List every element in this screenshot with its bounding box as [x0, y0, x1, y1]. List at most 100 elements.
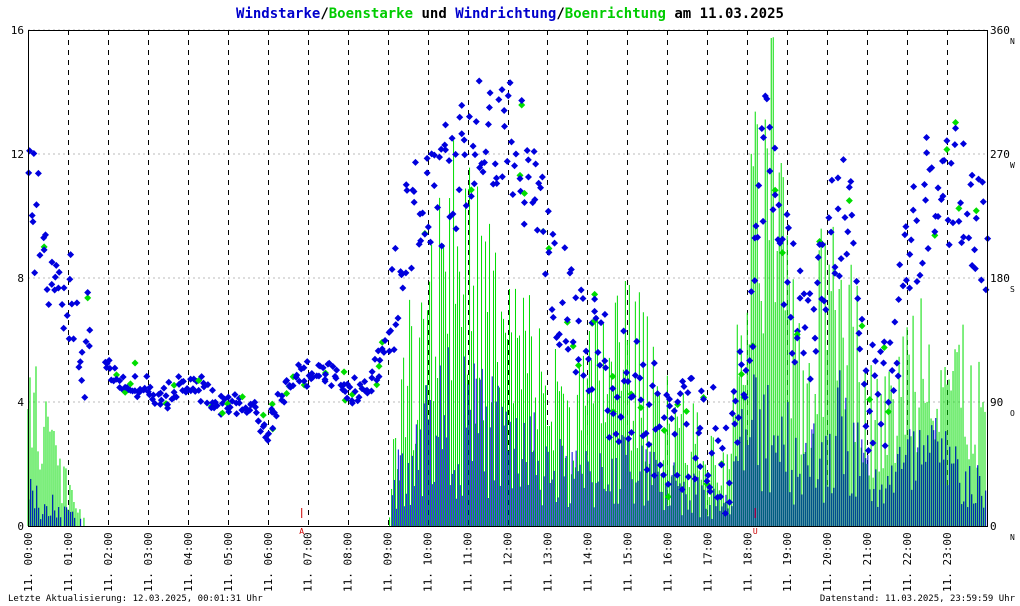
wind-direction-point — [106, 364, 114, 372]
wind-direction-point — [666, 402, 674, 410]
wind-direction-point — [706, 487, 714, 495]
wind-direction-point — [920, 180, 928, 188]
wind-direction-point — [700, 395, 708, 403]
wind-direction-point — [673, 471, 681, 479]
wind-direction-point — [45, 301, 53, 309]
wind-direction-point — [423, 169, 431, 177]
wind-direction-point — [880, 359, 888, 367]
wind-direction-point — [116, 377, 124, 385]
wind-direction-point — [498, 86, 506, 94]
wind-direction-point — [679, 377, 687, 385]
wind-direction-point — [696, 463, 704, 471]
wind-direction-point — [78, 376, 86, 384]
gust-direction-point — [170, 381, 178, 389]
wind-direction-point — [460, 136, 468, 144]
wind-direction-point — [532, 160, 540, 168]
wind-direction-point — [730, 387, 738, 395]
wind-direction-point — [749, 343, 757, 351]
wind-direction-point — [516, 175, 524, 183]
wind-direction-point — [965, 234, 973, 242]
wind-direction-point — [612, 430, 620, 438]
title-part-3: und — [413, 6, 455, 22]
wind-direction-point — [943, 137, 951, 145]
wind-direction-point — [524, 156, 532, 164]
x-tick-label: 11. 00:00 — [22, 532, 35, 592]
wind-direction-point — [866, 407, 874, 415]
wind-direction-point — [951, 141, 959, 149]
compass-label: W — [1010, 161, 1015, 170]
wind-direction-point — [455, 186, 463, 194]
gust-direction-point — [771, 186, 779, 194]
wind-direction-point — [30, 150, 38, 158]
wind-direction-point — [67, 251, 75, 259]
wind-direction-point — [793, 334, 801, 342]
wind-direction-point — [709, 383, 717, 391]
wind-direction-point — [847, 178, 855, 186]
wind-direction-point — [939, 192, 947, 200]
wind-direction-point — [60, 324, 68, 332]
wind-direction-point — [458, 101, 466, 109]
wind-direction-point — [853, 277, 861, 285]
wind-direction-point — [278, 392, 286, 400]
wind-direction-point — [524, 173, 532, 181]
gust-direction-point — [682, 407, 690, 415]
wind-direction-point — [283, 376, 291, 384]
wind-direction-point — [869, 439, 877, 447]
wind-direction-point — [456, 113, 464, 121]
wind-direction-point — [498, 173, 506, 181]
wind-direction-point — [597, 319, 605, 327]
wind-direction-point — [66, 275, 74, 283]
gust-direction-point — [373, 381, 381, 389]
wind-direction-point — [834, 174, 842, 182]
wind-direction-point — [656, 461, 664, 469]
y-right-tick-label: 270 — [990, 148, 1010, 161]
wind-direction-point — [361, 377, 369, 385]
wind-direction-point — [918, 259, 926, 267]
wind-direction-point — [678, 485, 686, 493]
wind-direction-point — [68, 300, 76, 308]
wind-direction-point — [544, 207, 552, 215]
wind-direction-point — [346, 383, 354, 391]
wind-direction-point — [251, 398, 259, 406]
wind-direction-point — [520, 220, 528, 228]
wind-direction-point — [955, 217, 963, 225]
x-tick-label: 11. 05:00 — [222, 532, 235, 592]
plot-border — [28, 30, 988, 527]
wind-direction-point — [620, 327, 628, 335]
wind-direction-point — [164, 401, 172, 409]
wind-direction-point — [896, 261, 904, 269]
wind-direction-point — [766, 167, 774, 175]
wind-direction-point — [60, 284, 68, 292]
footer-data-status: Datenstand: 11.03.2025, 23:59:59 Uhr — [820, 594, 1016, 604]
wind-direction-point — [968, 171, 976, 179]
wind-direction-point — [28, 211, 36, 219]
wind-direction-point — [862, 422, 870, 430]
wind-direction-point — [73, 299, 81, 307]
wind-direction-point — [537, 184, 545, 192]
wind-direction-point — [979, 198, 987, 206]
wind-direction-point — [375, 373, 383, 381]
wind-direction-point — [585, 355, 593, 363]
wind-direction-point — [559, 299, 567, 307]
wind-direction-point — [696, 424, 704, 432]
wind-direction-point — [880, 338, 888, 346]
wind-direction-point — [119, 373, 127, 381]
wind-direction-point — [467, 192, 475, 200]
wind-direction-point — [869, 341, 877, 349]
wind-direction-point — [837, 255, 845, 263]
wind-direction-point — [751, 277, 759, 285]
y-left-tick-label: 8 — [17, 272, 24, 285]
wind-direction-point — [881, 442, 889, 450]
wind-direction-point — [403, 186, 411, 194]
wind-direction-point — [438, 242, 446, 250]
wind-direction-point — [511, 162, 519, 170]
wind-direction-point — [75, 363, 83, 371]
wind-direction-point — [195, 386, 203, 394]
wind-direction-point — [785, 224, 793, 232]
wind-direction-point — [48, 280, 56, 288]
wind-direction-point — [486, 89, 494, 97]
wind-direction-point — [452, 150, 460, 158]
gust-direction-point — [520, 189, 528, 197]
